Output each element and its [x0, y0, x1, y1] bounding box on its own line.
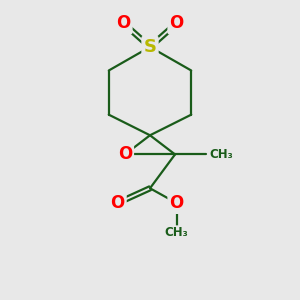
- Text: S: S: [143, 38, 157, 56]
- Text: O: O: [169, 14, 184, 32]
- Text: CH₃: CH₃: [165, 226, 188, 239]
- Text: O: O: [116, 14, 130, 32]
- Text: O: O: [110, 194, 125, 212]
- Text: O: O: [118, 146, 132, 164]
- Text: O: O: [169, 194, 184, 212]
- Text: CH₃: CH₃: [209, 148, 232, 161]
